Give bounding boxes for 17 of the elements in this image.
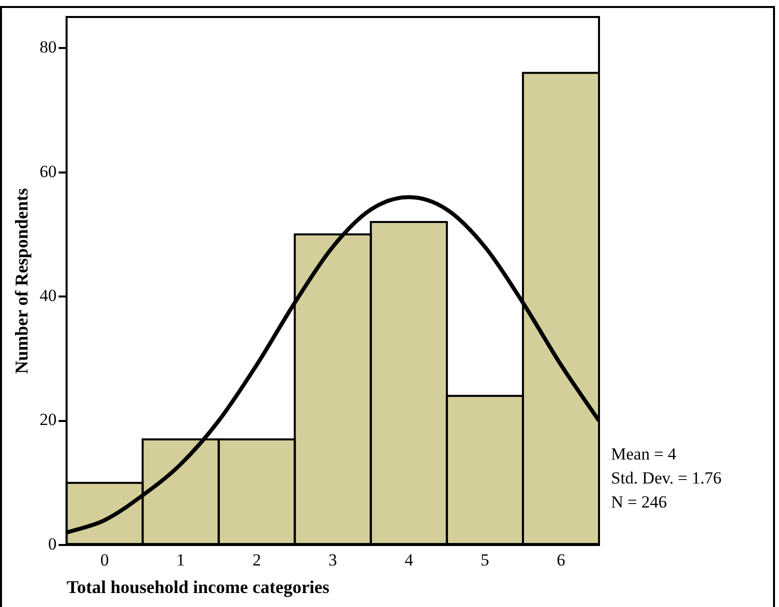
y-tick-label: 40: [40, 286, 57, 305]
x-tick-label: 5: [480, 550, 490, 570]
y-tick-label: 0: [48, 534, 57, 554]
x-axis-title: Total household income categories: [66, 576, 330, 597]
text: N = 246: [611, 492, 667, 512]
y-tick-label: 20: [40, 410, 57, 430]
x-tick-label: 4: [404, 550, 414, 570]
y-tick-label: 60: [40, 162, 57, 181]
y-axis-title: Number of Respondents: [11, 188, 32, 374]
text: Mean = 4: [611, 444, 677, 464]
x-tick-label: 3: [328, 550, 338, 570]
text: Std. Dev. = 1.76: [611, 468, 722, 488]
x-tick-label: 2: [252, 550, 261, 570]
x-tick-label: 0: [100, 550, 109, 570]
x-tick-label: 6: [556, 550, 566, 570]
y-tick-label: 80: [40, 38, 57, 57]
x-tick-label: 1: [176, 550, 185, 570]
